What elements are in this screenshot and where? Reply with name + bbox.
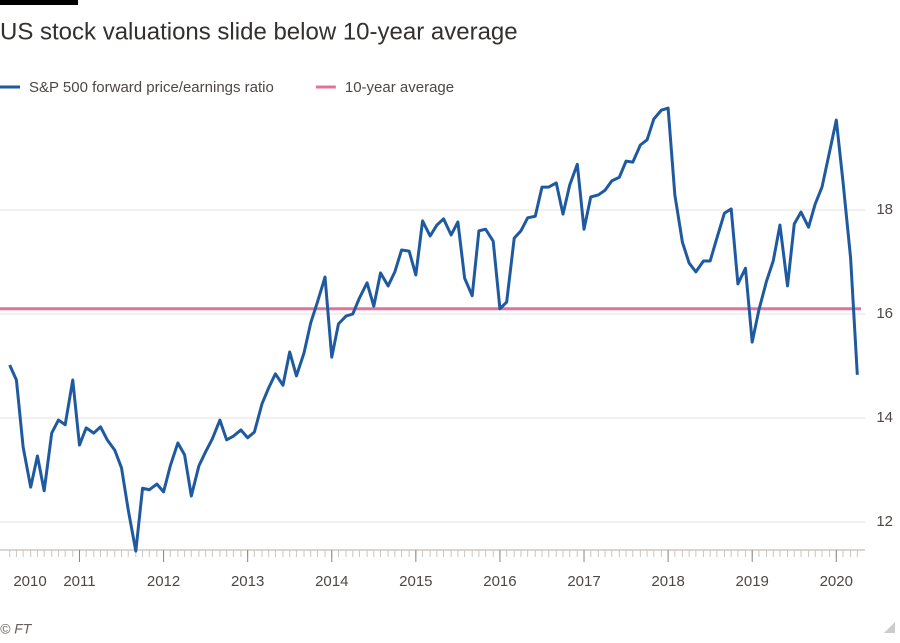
x-tick-label: 2020 bbox=[820, 573, 853, 590]
chart-title: US stock valuations slide below 10-year … bbox=[0, 18, 518, 45]
y-tick-label: 16 bbox=[876, 305, 893, 322]
brand-bar bbox=[0, 0, 78, 5]
corner-mark bbox=[884, 622, 895, 633]
x-tick-label: 2014 bbox=[315, 573, 348, 590]
x-tick-label: 2012 bbox=[147, 573, 180, 590]
x-tick-label: 2016 bbox=[483, 573, 516, 590]
x-tick-label: 2011 bbox=[63, 573, 95, 590]
x-tick-label: 2019 bbox=[736, 573, 769, 590]
x-tick-label: 2010 bbox=[13, 573, 46, 590]
legend-label: S&P 500 forward price/earnings ratio bbox=[29, 79, 274, 96]
x-tick-label: 2013 bbox=[231, 573, 264, 590]
legend-label: 10-year average bbox=[345, 79, 454, 96]
x-tick-label: 2017 bbox=[567, 573, 600, 590]
y-tick-label: 18 bbox=[876, 201, 893, 218]
x-tick-label: 2018 bbox=[651, 573, 684, 590]
source: © FT bbox=[0, 621, 33, 637]
y-tick-label: 12 bbox=[876, 513, 893, 530]
y-tick-label: 14 bbox=[876, 409, 893, 426]
x-tick-label: 2015 bbox=[399, 573, 432, 590]
series-line bbox=[8, 106, 859, 553]
